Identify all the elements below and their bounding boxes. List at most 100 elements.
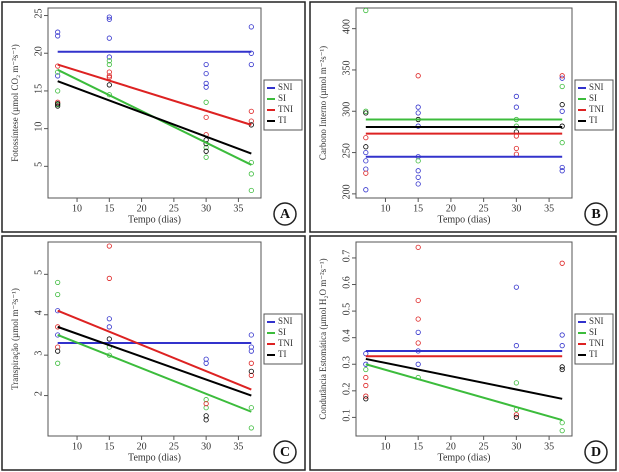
data-point [363, 366, 369, 373]
data-point [415, 329, 421, 335]
x-tick-label: 15 [104, 441, 114, 452]
data-point [248, 348, 254, 354]
data-point [106, 35, 112, 41]
data-point [415, 297, 421, 304]
data-point [55, 99, 61, 105]
data-point [363, 382, 369, 389]
y-tick-label: 0.7 [341, 250, 352, 262]
panel: 0.1 0.2 0.3 0.4 0.5 0.6 0.7 10 15 20 25 30 35 Tempo (… [309, 235, 617, 471]
y-tick-label: 0.1 [341, 409, 352, 422]
y-tick-label: 15 [33, 84, 44, 94]
x-tick-label: 25 [479, 441, 489, 452]
panel-badge [584, 440, 608, 464]
x-tick-label: 25 [169, 203, 179, 214]
panel-letter: C [280, 445, 290, 460]
panel: 5 10 15 20 25 10 15 20 25 30 35 Tempo (dias) Fotossí… [1, 1, 306, 233]
y-tick-label: 0.6 [341, 276, 352, 289]
data-point [363, 108, 369, 114]
plot-frame [47, 241, 262, 437]
data-point [415, 316, 421, 322]
data-point [248, 425, 254, 431]
x-tick-label: 30 [201, 441, 211, 452]
data-point [55, 29, 61, 35]
data-point [559, 140, 565, 146]
data-point [559, 332, 565, 338]
x-axis-label: Tempo (dias) [438, 214, 491, 225]
data-point [415, 340, 421, 346]
panel-badge [273, 202, 297, 226]
legend-label: SNI [278, 82, 293, 92]
data-point [513, 145, 519, 152]
plot-frame [355, 241, 573, 437]
y-tick-label: 200 [341, 184, 352, 199]
y-tick-label: 4 [33, 310, 44, 315]
plot-frame [355, 7, 573, 199]
data-point [559, 366, 565, 373]
data-point [203, 154, 209, 160]
data-point [106, 16, 112, 22]
data-point [559, 260, 565, 266]
data-point [203, 148, 209, 154]
y-tick-label: 250 [341, 143, 352, 158]
x-tick-label: 15 [104, 203, 114, 214]
x-tick-label: 35 [544, 441, 554, 452]
data-point [363, 170, 369, 176]
panel-border [1, 235, 306, 471]
x-tick-label: 20 [137, 203, 147, 214]
legend-label: SNI [589, 82, 604, 92]
legend-label: TNI [589, 104, 604, 114]
data-point [415, 73, 421, 79]
data-point [55, 279, 61, 286]
data-point [415, 244, 421, 250]
data-point [363, 135, 369, 141]
data-point [203, 80, 209, 86]
y-tick-label: 25 [33, 9, 44, 19]
data-point [106, 74, 112, 80]
data-point [106, 82, 112, 88]
panel-letter: A [280, 207, 291, 222]
y-axis-label: Condutância Estomática (µmol H₂O m⁻²s⁻¹) [318, 258, 328, 419]
data-point [363, 351, 369, 357]
y-axis-label: Transpiração (µmol m⁻²s⁻¹) [10, 288, 20, 390]
data-point [559, 164, 565, 171]
panel-border [1, 1, 306, 233]
data-point [363, 396, 369, 402]
panel-letter: B [591, 207, 600, 222]
x-tick-label: 20 [137, 441, 147, 452]
fit-line [57, 80, 252, 155]
data-point [513, 343, 519, 349]
x-tick-label: 15 [413, 441, 423, 452]
fit-line [57, 63, 252, 126]
data-point [248, 108, 254, 114]
y-tick-label: 0.4 [341, 329, 352, 342]
panel: 200 250 300 350 400 10 15 20 25 30 35 Tempo (dias) C… [309, 1, 617, 233]
x-axis-label: Tempo (dias) [128, 214, 181, 225]
data-point [248, 61, 254, 68]
y-tick-label: 0.3 [341, 356, 352, 369]
x-tick-label: 20 [446, 203, 456, 214]
data-point [415, 104, 421, 110]
x-tick-label: 35 [233, 441, 243, 452]
data-point [415, 361, 421, 367]
data-point [55, 73, 61, 79]
data-point [559, 343, 565, 349]
legend-label: SI [278, 327, 286, 337]
data-point [415, 181, 421, 187]
x-tick-label: 30 [511, 441, 521, 452]
legend-label: SI [589, 327, 597, 337]
panel-badge [273, 440, 297, 464]
data-point [559, 420, 565, 426]
y-tick-label: 0.2 [341, 383, 352, 396]
data-point [363, 110, 369, 116]
y-axis-label: Carbono Interno (µmol m⁻²s⁻¹) [318, 46, 328, 160]
data-point [559, 428, 565, 434]
data-point [106, 243, 112, 249]
data-point [559, 83, 565, 90]
legend-label: SNI [589, 316, 604, 326]
data-point [363, 393, 369, 399]
data-point [248, 368, 254, 374]
data-point [106, 58, 112, 64]
y-tick-label: 3 [33, 351, 44, 356]
data-point [513, 104, 519, 110]
